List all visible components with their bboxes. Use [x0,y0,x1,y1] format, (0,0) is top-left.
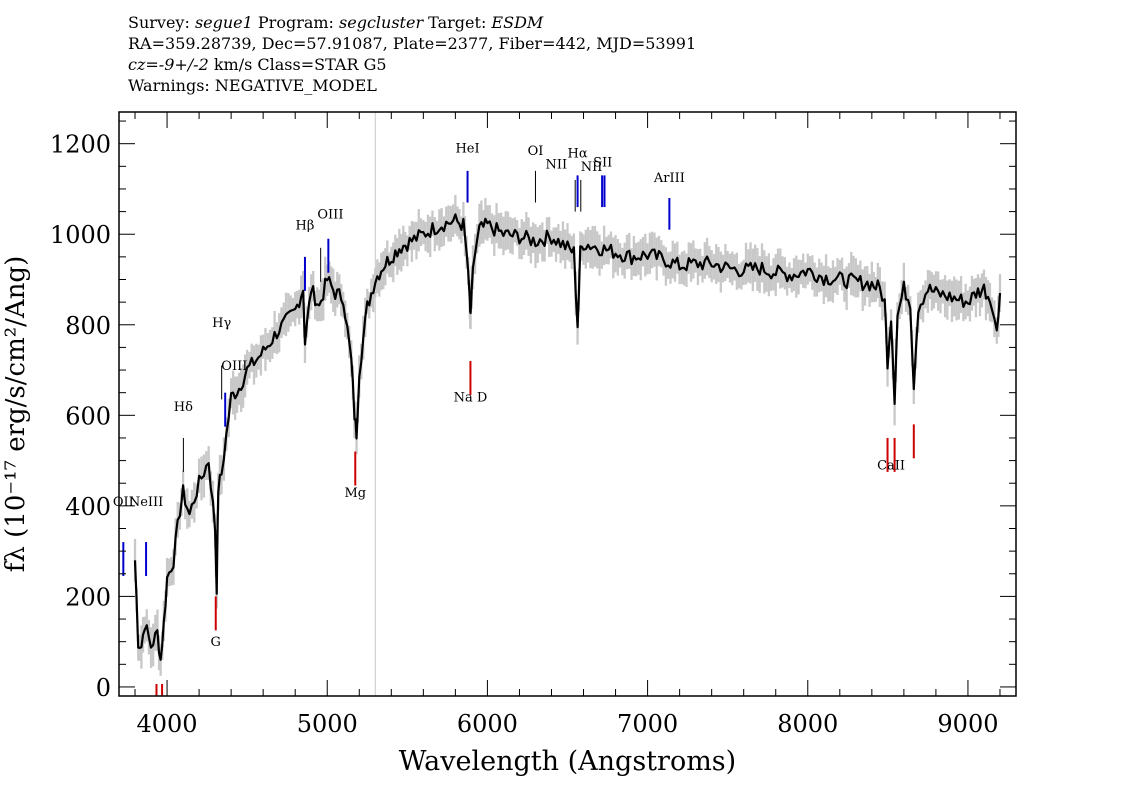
line-label: OIII [221,359,247,374]
axis-tick-labels: 4000 5000 6000 7000 8000 9000 0 200 400 600 800 100… [50,131,999,738]
line-label: CaII [877,459,905,474]
header-coordinates-line: RA=359.28739, Dec=57.91087, Plate=2377, … [128,34,697,53]
y-tick-label: 600 [65,402,111,430]
x-tick-label: 8000 [777,710,838,738]
y-tick-label: 800 [65,312,111,340]
line-label: Hδ [174,400,193,415]
program-name: segcluster [339,13,424,32]
x-tick-label: 4000 [137,710,198,738]
plot-frame [118,111,1017,697]
spectrum-header: Survey: segue1 Program: segcluster Targe… [128,12,696,96]
line-label: HeI [455,142,479,157]
line-label: NII [545,158,567,173]
y-axis-label: fλ (10⁻¹⁷ erg/s/cm²/Ang) [1,256,31,572]
y-tick-label: 200 [65,583,111,611]
header-survey-line: Survey: segue1 Program: segcluster Targe… [128,13,544,32]
error-band [133,194,1002,676]
y-tick-label: 1000 [50,221,111,249]
survey-name: segue1 [194,13,253,32]
y-tick-label: 400 [65,493,111,521]
header-warnings-line: Warnings: NEGATIVE_MODEL [128,76,377,95]
x-tick-label: 5000 [297,710,358,738]
y-tick-label: 1200 [50,131,111,159]
y-tick-label: 0 [96,674,111,702]
line-label: Hβ [296,219,315,234]
redshift-value: cz=-9+/-2 [128,55,209,74]
line-label: OIII [317,207,343,222]
line-label: Na D [454,391,488,406]
header-redshift-line: cz=-9+/-2 km/s Class=STAR G5 [128,55,387,74]
line-label: Hα [568,146,588,161]
x-tick-label: 9000 [937,710,998,738]
x-tick-label: 6000 [457,710,518,738]
line-label: NII [581,160,603,175]
axis-ticks [119,112,1016,696]
line-label: ArIII [653,171,685,186]
line-label: NeIII [129,495,163,510]
x-axis-label: Wavelength (Angstroms) [399,746,736,777]
flux-series-line [133,213,1002,661]
line-label: Hγ [212,316,231,331]
spectral-line-markers [122,170,915,696]
line-label: Mg [344,486,366,501]
line-label: G [211,635,221,650]
line-label: SII [593,155,612,170]
line-label: OI [528,144,544,159]
target-name: ESDM [491,13,544,32]
x-tick-label: 7000 [617,710,678,738]
